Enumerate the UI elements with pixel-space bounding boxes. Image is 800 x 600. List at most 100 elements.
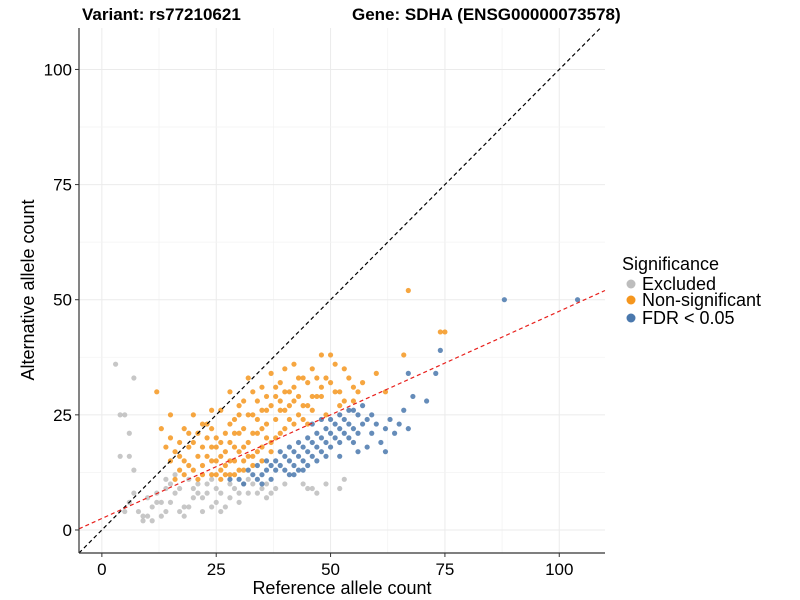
data-point: [186, 504, 192, 510]
data-point: [158, 513, 164, 519]
data-point: [218, 439, 224, 446]
data-point: [213, 472, 219, 478]
data-point: [309, 407, 315, 413]
data-point: [241, 398, 247, 404]
y-tick-label: 0: [63, 521, 72, 540]
data-point: [277, 462, 283, 469]
data-point: [172, 476, 178, 482]
data-point: [300, 444, 306, 450]
data-point: [300, 403, 306, 409]
data-point: [263, 435, 270, 441]
data-point: [209, 504, 215, 510]
data-point: [337, 485, 343, 492]
data-point: [574, 297, 581, 303]
data-point: [131, 467, 137, 473]
data-point: [263, 407, 270, 413]
data-point: [314, 375, 320, 381]
legend-title: Significance: [622, 254, 719, 274]
data-point: [236, 467, 242, 473]
data-point: [213, 444, 219, 450]
data-point: [213, 485, 219, 492]
data-point: [382, 426, 389, 432]
data-point: [286, 458, 292, 464]
data-point: [245, 453, 251, 459]
data-point: [254, 398, 260, 404]
data-point: [401, 407, 407, 413]
tick-labels: 0 25 50 75 100 0 25 50 75 100: [44, 60, 574, 579]
data-point: [410, 393, 416, 400]
data-point: [318, 393, 325, 400]
data-point: [259, 384, 265, 390]
data-point: [259, 481, 265, 487]
data-point: [268, 490, 274, 496]
data-point: [401, 352, 407, 358]
data-point: [350, 439, 357, 446]
data-point: [405, 426, 411, 432]
legend-label-fdr: FDR < 0.05: [642, 308, 735, 328]
y-tick-label: 75: [53, 176, 72, 195]
data-point: [341, 476, 347, 482]
legend-marker-excluded: [626, 279, 636, 289]
data-point: [259, 444, 265, 450]
data-point: [437, 347, 443, 353]
data-point: [295, 439, 302, 446]
data-point: [263, 421, 270, 427]
data-point: [250, 412, 256, 418]
data-point: [245, 412, 251, 418]
data-point: [204, 490, 210, 496]
data-point: [250, 389, 256, 395]
data-point: [263, 481, 270, 487]
data-point: [236, 412, 242, 418]
data-point: [337, 439, 343, 446]
data-point: [273, 485, 279, 492]
data-point: [163, 476, 169, 482]
data-point: [295, 453, 302, 459]
data-point: [227, 421, 233, 427]
data-point: [245, 375, 251, 381]
data-point: [167, 435, 174, 441]
y-tick-label: 50: [53, 291, 72, 310]
data-point: [250, 481, 256, 487]
data-point: [501, 297, 507, 303]
data-point: [355, 412, 361, 418]
data-point: [341, 398, 347, 404]
data-point: [369, 430, 375, 436]
data-point: [323, 453, 329, 459]
data-point: [263, 467, 270, 473]
data-point: [227, 476, 233, 482]
data-point: [209, 426, 215, 432]
data-point: [268, 476, 274, 482]
data-point: [231, 416, 238, 423]
data-point: [190, 485, 196, 492]
data-point: [154, 499, 160, 505]
axes: [78, 28, 605, 554]
data-point: [318, 384, 325, 390]
data-point: [337, 453, 343, 459]
data-point: [231, 485, 238, 492]
data-point: [291, 449, 297, 455]
data-point: [167, 412, 174, 418]
data-point: [263, 393, 270, 400]
data-point: [236, 490, 242, 496]
data-point: [199, 495, 206, 501]
data-point: [300, 467, 306, 473]
data-point: [227, 389, 233, 395]
data-point: [424, 398, 430, 404]
data-point: [218, 508, 224, 515]
data-point: [177, 439, 183, 446]
data-point: [126, 453, 132, 459]
data-point: [199, 508, 206, 515]
data-point: [282, 453, 288, 459]
data-point: [282, 426, 288, 432]
data-point: [259, 458, 265, 464]
data-point: [186, 444, 192, 450]
data-point: [268, 403, 274, 409]
data-point: [254, 449, 260, 455]
data-point: [195, 490, 201, 496]
data-point: [332, 421, 338, 427]
data-point: [186, 430, 192, 436]
data-point: [218, 453, 224, 459]
data-point: [382, 449, 389, 455]
y-tick-label: 25: [53, 406, 72, 425]
data-point: [181, 513, 187, 519]
